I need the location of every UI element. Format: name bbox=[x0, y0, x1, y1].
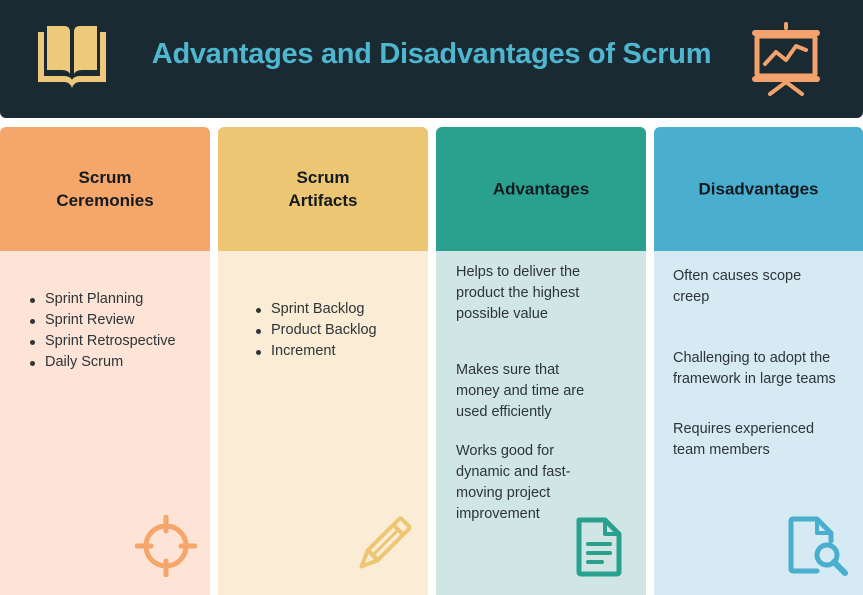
list-item: Sprint Backlog bbox=[254, 299, 428, 320]
disadvantage-point: Often causes scope creep bbox=[673, 266, 863, 308]
text-line: improvement bbox=[456, 506, 540, 522]
column-scrum-ceremonies: Scrum Ceremonies Sprint Planning Sprint … bbox=[0, 127, 210, 595]
artifacts-list: Sprint Backlog Product Backlog Increment bbox=[218, 299, 428, 362]
header-banner: Advantages and Disadvantages of Scrum bbox=[0, 0, 863, 118]
column-header: Advantages bbox=[436, 127, 646, 251]
file-search-icon bbox=[788, 516, 848, 576]
pencil-icon bbox=[359, 516, 412, 569]
list-item: Product Backlog bbox=[254, 320, 428, 341]
list-item: Increment bbox=[254, 341, 428, 362]
advantage-point: Makes sure that money and time are used … bbox=[456, 360, 646, 423]
list-item: Sprint Review bbox=[28, 310, 210, 331]
text-line: Requires experienced bbox=[673, 421, 815, 437]
column-header: Disadvantages bbox=[654, 127, 863, 251]
text-line: possible value bbox=[456, 306, 548, 322]
text-line: creep bbox=[673, 289, 710, 305]
column-body: Often causes scope creep Challenging to … bbox=[654, 251, 863, 595]
column-heading: Scrum Ceremonies bbox=[0, 166, 210, 212]
disadvantage-point: Requires experienced team members bbox=[673, 419, 863, 461]
ceremonies-list: Sprint Planning Sprint Review Sprint Ret… bbox=[0, 289, 210, 373]
text-line: used efficiently bbox=[456, 404, 552, 420]
text-line: moving project bbox=[456, 485, 551, 501]
list-item: Sprint Planning bbox=[28, 289, 210, 310]
text-line: framework in large teams bbox=[673, 371, 836, 387]
heading-line: Scrum bbox=[78, 168, 132, 187]
target-icon bbox=[135, 515, 197, 577]
heading-line: Artifacts bbox=[288, 191, 358, 210]
text-line: team members bbox=[673, 442, 770, 458]
column-header: Scrum Artifacts bbox=[218, 127, 428, 251]
column-advantages: Advantages Helps to deliver the product … bbox=[436, 127, 646, 595]
column-body: Sprint Planning Sprint Review Sprint Ret… bbox=[0, 251, 210, 595]
column-heading: Disadvantages bbox=[698, 179, 819, 199]
text-line: money and time are bbox=[456, 383, 585, 399]
list-item: Daily Scrum bbox=[28, 352, 210, 373]
page-title: Advantages and Disadvantages of Scrum bbox=[151, 38, 712, 70]
text-line: Works good for bbox=[456, 443, 555, 459]
column-body: Helps to deliver the product the highest… bbox=[436, 251, 646, 595]
column-header: Scrum Ceremonies bbox=[0, 127, 210, 251]
disadvantage-point: Challenging to adopt the framework in la… bbox=[673, 348, 863, 390]
heading-line: Ceremonies bbox=[56, 191, 154, 210]
book-icon bbox=[38, 26, 106, 88]
document-icon bbox=[576, 517, 622, 577]
column-disadvantages: Disadvantages Often causes scope creep C… bbox=[654, 127, 863, 595]
text-line: product the highest bbox=[456, 285, 580, 301]
text-line: Helps to deliver the bbox=[456, 264, 581, 280]
text-line: Challenging to adopt the bbox=[673, 350, 831, 366]
text-line: Often causes scope bbox=[673, 268, 802, 284]
text-line: Makes sure that bbox=[456, 362, 560, 378]
column-scrum-artifacts: Scrum Artifacts Sprint Backlog Product B… bbox=[218, 127, 428, 595]
column-body: Sprint Backlog Product Backlog Increment bbox=[218, 251, 428, 595]
column-heading: Advantages bbox=[492, 179, 590, 199]
advantage-point: Helps to deliver the product the highest… bbox=[456, 262, 646, 325]
heading-line: Scrum bbox=[296, 168, 350, 187]
list-item: Sprint Retrospective bbox=[28, 331, 210, 352]
text-line: dynamic and fast- bbox=[456, 464, 571, 480]
presentation-chart-icon bbox=[752, 22, 820, 96]
column-heading: Scrum Artifacts bbox=[218, 166, 428, 212]
advantage-point: Works good for dynamic and fast- moving … bbox=[456, 441, 646, 525]
